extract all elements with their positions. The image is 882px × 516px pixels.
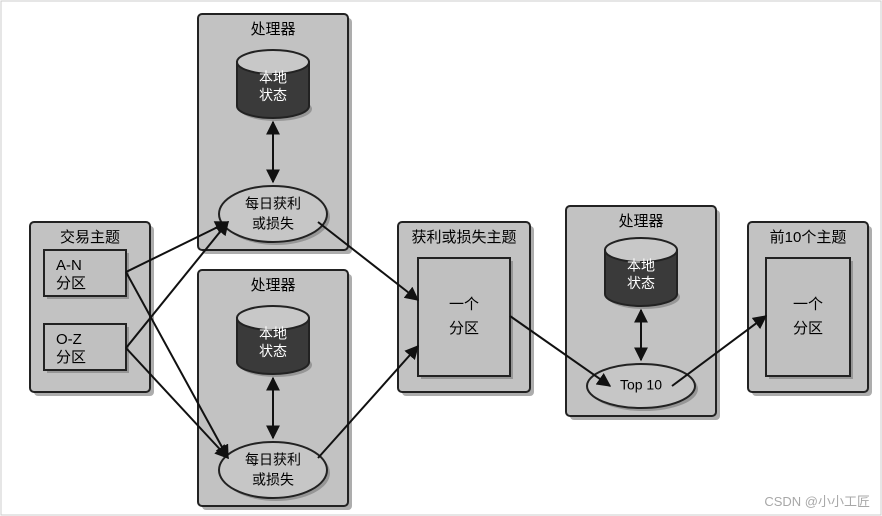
flow-diagram: 交易主题A-N分区O-Z分区处理器本地状态每日获利或损失处理器本地状态每日获利或… [0, 0, 882, 516]
svg-text:一个: 一个 [449, 296, 479, 313]
svg-text:本地: 本地 [259, 325, 287, 341]
svg-text:分区: 分区 [793, 320, 823, 337]
svg-text:状态: 状态 [627, 275, 655, 291]
svg-text:或损失: 或损失 [252, 216, 294, 232]
svg-text:本地: 本地 [627, 257, 655, 273]
svg-text:每日获利: 每日获利 [245, 452, 301, 468]
watermark: CSDN @小小工匠 [764, 491, 870, 510]
svg-text:A-N: A-N [56, 257, 82, 274]
svg-text:分区: 分区 [56, 349, 86, 366]
svg-text:分区: 分区 [56, 275, 86, 292]
svg-text:处理器: 处理器 [250, 21, 295, 38]
svg-text:前10个主题: 前10个主题 [770, 229, 847, 246]
svg-text:本地: 本地 [259, 69, 287, 85]
svg-text:Top 10: Top 10 [620, 377, 662, 393]
svg-text:O-Z: O-Z [56, 331, 82, 348]
svg-text:获利或损失主题: 获利或损失主题 [411, 229, 516, 246]
svg-text:处理器: 处理器 [618, 213, 663, 230]
svg-text:分区: 分区 [449, 320, 479, 337]
svg-text:或损失: 或损失 [252, 472, 294, 488]
svg-text:状态: 状态 [259, 87, 287, 103]
svg-text:状态: 状态 [259, 343, 287, 359]
svg-text:一个: 一个 [793, 296, 823, 313]
svg-text:处理器: 处理器 [250, 277, 295, 294]
svg-text:每日获利: 每日获利 [245, 196, 301, 212]
svg-text:交易主题: 交易主题 [60, 228, 120, 246]
